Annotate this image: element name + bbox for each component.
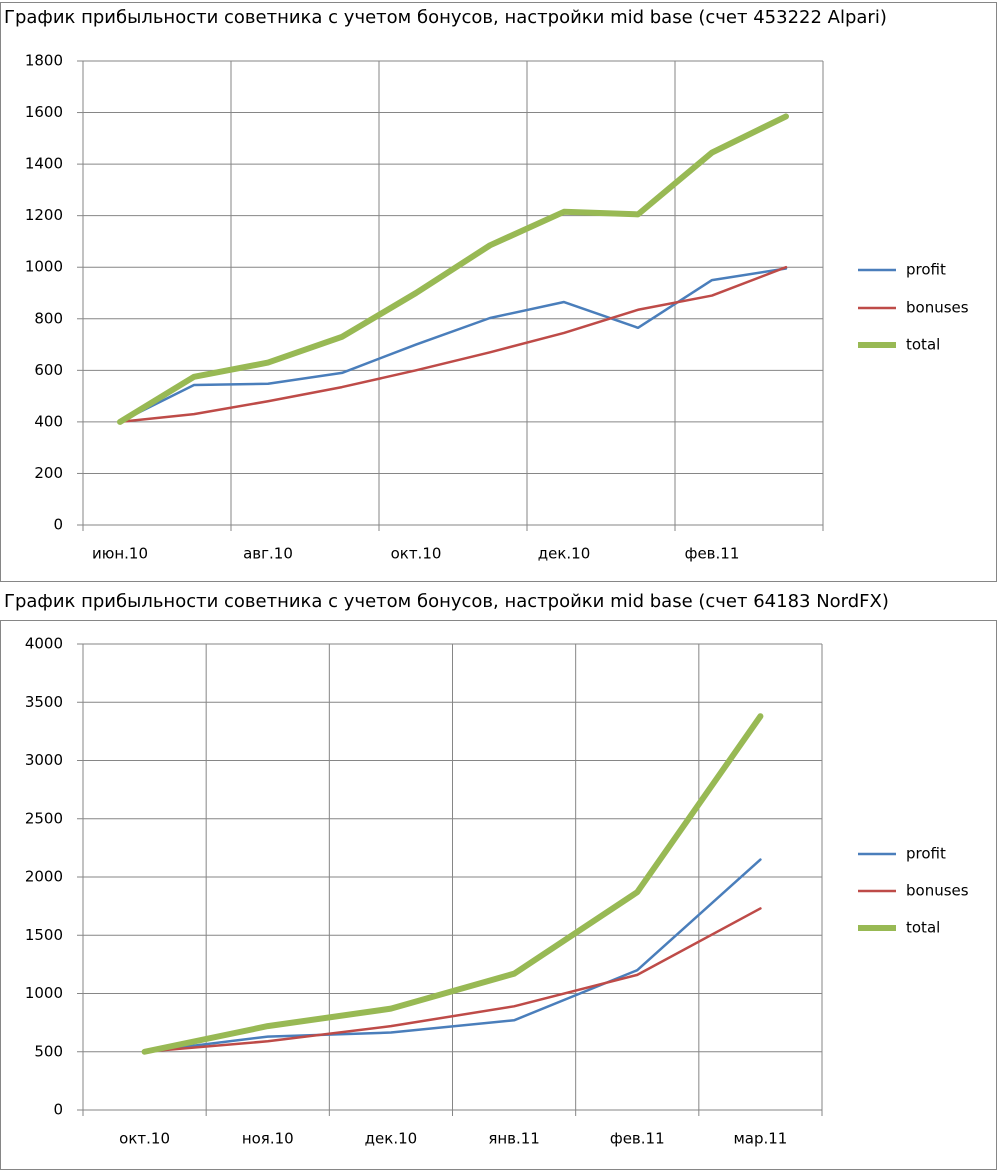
chart-frame xyxy=(0,2,997,582)
x-tick-label: мар.11 xyxy=(733,1130,787,1148)
legend-label: total xyxy=(906,919,940,937)
legend-label: total xyxy=(906,336,940,354)
y-tick-label: 1500 xyxy=(25,926,63,944)
series-line xyxy=(143,858,762,1053)
y-tick-label: 200 xyxy=(34,464,63,482)
x-tick-label: ноя.10 xyxy=(242,1130,294,1148)
x-tick-label: дек.10 xyxy=(365,1130,418,1148)
y-tick-label: 2500 xyxy=(25,809,63,827)
legend-label: profit xyxy=(906,845,946,863)
x-tick-label: дек.10 xyxy=(538,545,591,563)
y-tick-label: 1800 xyxy=(25,52,63,70)
series-line xyxy=(118,265,788,424)
y-tick-label: 0 xyxy=(53,516,63,534)
y-tick-label: 1200 xyxy=(25,206,63,224)
x-tick-label: фев.11 xyxy=(610,1130,665,1148)
legend-label: profit xyxy=(906,261,946,279)
chart-title: График прибыльности советника с учетом б… xyxy=(4,591,889,612)
series-line xyxy=(141,713,764,1055)
y-tick-label: 600 xyxy=(34,361,63,379)
y-tick-label: 1600 xyxy=(25,103,63,121)
series-line xyxy=(118,267,788,424)
y-tick-label: 1400 xyxy=(25,155,63,173)
series-line xyxy=(117,113,789,425)
x-tick-label: июн.10 xyxy=(92,545,148,563)
x-tick-label: окт.10 xyxy=(391,545,442,563)
y-tick-label: 1000 xyxy=(25,984,63,1002)
x-tick-label: фев.11 xyxy=(685,545,740,563)
legend-label: bonuses xyxy=(906,299,969,317)
y-tick-label: 800 xyxy=(34,309,63,327)
y-tick-label: 1000 xyxy=(25,258,63,276)
chart-title: График прибыльности советника с учетом б… xyxy=(4,7,887,28)
chart-frame xyxy=(0,620,997,1170)
series-line xyxy=(143,907,762,1053)
x-tick-label: окт.10 xyxy=(119,1130,170,1148)
y-tick-label: 500 xyxy=(34,1042,63,1060)
y-tick-label: 3000 xyxy=(25,751,63,769)
x-tick-label: авг.10 xyxy=(243,545,293,563)
y-tick-label: 4000 xyxy=(25,635,63,653)
y-tick-label: 400 xyxy=(34,412,63,430)
legend-label: bonuses xyxy=(906,882,969,900)
y-tick-label: 2000 xyxy=(25,868,63,886)
y-tick-label: 3500 xyxy=(25,693,63,711)
x-tick-label: янв.11 xyxy=(488,1130,540,1148)
y-tick-label: 0 xyxy=(53,1101,63,1119)
